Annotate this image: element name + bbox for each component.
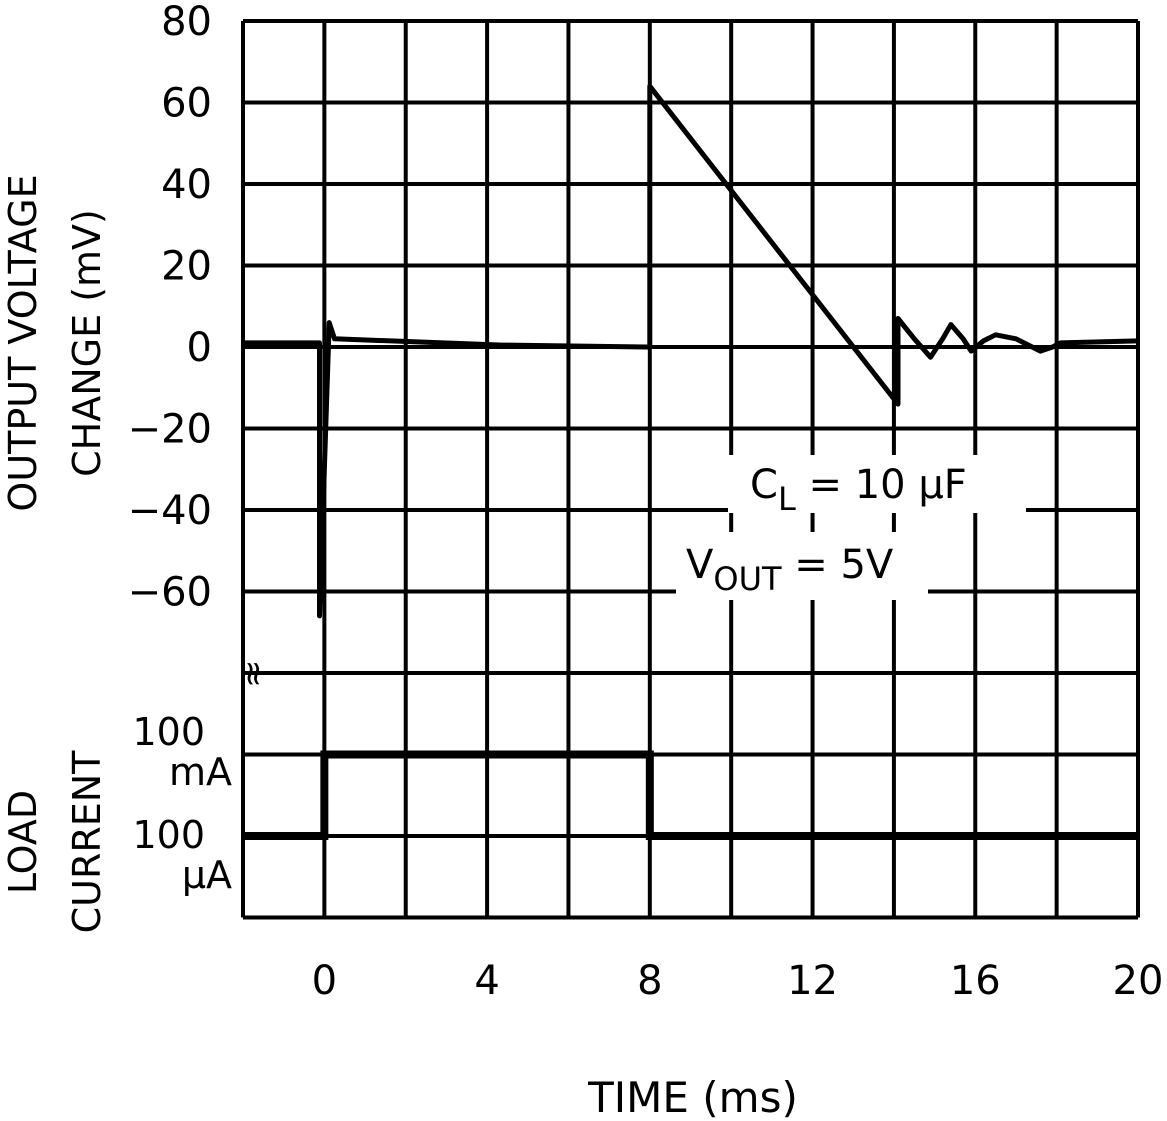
y-axis-title-line1: OUTPUT VOLTAGE bbox=[1, 174, 45, 511]
tick-labels: 80 60 40 20 0 −20 −40 −60 0 4 8 12 16 20 bbox=[128, 0, 1164, 1004]
x-tick-label: 12 bbox=[787, 958, 838, 1004]
labels: OUTPUT VOLTAGE CHANGE (mV) LOAD CURRENT … bbox=[1, 174, 798, 1121]
output-voltage-line bbox=[243, 83, 1139, 619]
x-tick-label: 4 bbox=[474, 958, 499, 1004]
annotation-vout-bg bbox=[676, 532, 928, 600]
load-current-title-line1: LOAD bbox=[1, 790, 45, 894]
load-current-title-line2: CURRENT bbox=[65, 750, 109, 934]
axis-break-symbol: ≈ bbox=[233, 660, 273, 689]
load-high-value: 100 bbox=[132, 710, 205, 754]
annotation-vout: VOUT = 5V bbox=[686, 542, 894, 598]
y-tick-label: −40 bbox=[128, 488, 212, 534]
y-axis-title-line2: CHANGE (mV) bbox=[65, 209, 109, 477]
y-tick-label: 40 bbox=[161, 162, 212, 208]
y-tick-label: 80 bbox=[161, 0, 212, 45]
y-tick-label: 60 bbox=[161, 81, 212, 127]
load-current-line bbox=[243, 750, 1138, 840]
x-tick-label: 8 bbox=[637, 958, 662, 1004]
annotation-cl-bg bbox=[728, 455, 1026, 513]
y-tick-label: 20 bbox=[161, 244, 212, 290]
load-high-unit: mA bbox=[169, 750, 232, 794]
x-tick-label: 16 bbox=[950, 958, 1001, 1004]
annotations: CL = 10 µF VOUT = 5V bbox=[676, 455, 1026, 600]
y-tick-label: −20 bbox=[128, 407, 212, 453]
load-low-unit: µA bbox=[182, 853, 232, 897]
x-axis-title: TIME (ms) bbox=[587, 1073, 798, 1121]
y-tick-label: 0 bbox=[187, 325, 212, 371]
load-low-value: 100 bbox=[132, 813, 205, 857]
annotation-cl: CL = 10 µF bbox=[750, 462, 967, 518]
y-tick-label: −60 bbox=[128, 570, 212, 616]
curves bbox=[243, 83, 1139, 840]
x-tick-label: 0 bbox=[312, 958, 337, 1004]
x-tick-label: 20 bbox=[1113, 958, 1164, 1004]
